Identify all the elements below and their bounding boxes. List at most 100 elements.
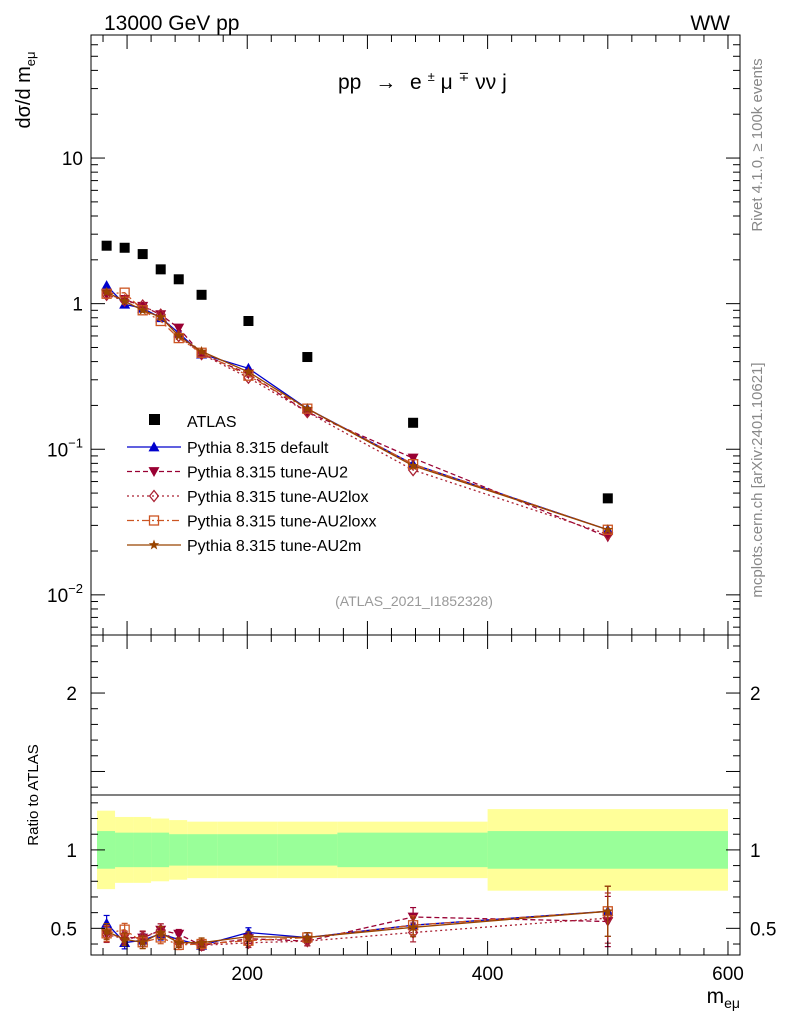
- series-line: [106, 293, 609, 538]
- series-point: [602, 524, 614, 535]
- series-line: [106, 292, 609, 531]
- atlas-data-point: [173, 274, 184, 285]
- ratio-series-point: [101, 925, 112, 936]
- legend-marker: [148, 467, 160, 477]
- process-base: pp: [338, 71, 361, 94]
- atlas-data-point: [302, 352, 313, 363]
- ratio-band-inner: [97, 831, 116, 869]
- ratio-series-point: [137, 936, 148, 947]
- series-line: [106, 291, 609, 531]
- series-point: [602, 527, 614, 541]
- series-point: [119, 294, 130, 308]
- legend-label-atlas: ATLAS: [187, 414, 237, 431]
- ratio-band-inner: [169, 834, 188, 866]
- main-y-tick-label: 10: [62, 149, 83, 170]
- ratio-series-line: [106, 916, 608, 947]
- legend-marker: [148, 489, 160, 503]
- series-point: [155, 311, 166, 322]
- ratio-y-tick-label-left: 2: [66, 684, 77, 705]
- analysis-label: (ATLAS_2021_I1852328): [335, 593, 493, 609]
- legend-label: Pythia 8.315 tune-AU2: [187, 465, 348, 482]
- series-point: [407, 453, 419, 464]
- x-tick-label: 400: [472, 964, 504, 985]
- ratio-band-inner: [133, 832, 152, 868]
- x-axis-label-main: m: [707, 985, 725, 1008]
- process-e: e: [410, 71, 422, 94]
- x-tick-label: 200: [231, 964, 263, 985]
- legend-label: Pythia 8.315 tune-AU2m: [187, 538, 361, 555]
- ratio-panel: 0.5 0.5 1 1 2 2 200 400 600 Ratio to ATLAS: [25, 634, 776, 985]
- ratio-series-point: [119, 933, 130, 944]
- ratio-axis-ticks: 0.5 0.5 1 1 2 2 200 400 600: [51, 635, 776, 985]
- y-axis-label-main: dσ/d m: [13, 66, 35, 128]
- main-y-tick-label-exp: −2: [68, 581, 83, 596]
- legend-label: Pythia 8.315 tune-AU2lox: [187, 489, 368, 506]
- ratio-series-point: [196, 937, 207, 948]
- ratio-band-inner: [217, 834, 278, 866]
- ratio-band-inner: [277, 834, 338, 866]
- atlas-data-point: [243, 316, 254, 327]
- ratio-band-inner: [187, 834, 218, 866]
- ratio-series-point: [302, 931, 313, 942]
- series-point: [173, 323, 185, 334]
- process-rest: νν j: [475, 71, 507, 94]
- ratio-uncertainty-bands: [97, 809, 728, 891]
- ratio-series-point: [196, 938, 207, 952]
- ratio-series-point: [243, 931, 254, 942]
- legend: ATLAS Pythia 8.315 default Pythia 8.315 t…: [127, 414, 376, 555]
- series-line: [106, 294, 609, 536]
- series-point: [101, 280, 113, 291]
- legend-marker: [148, 515, 160, 526]
- ratio-y-tick-label-right: 0.5: [750, 919, 776, 940]
- ratio-series-point: [407, 925, 419, 940]
- atlas-data-point: [408, 417, 419, 428]
- legend-label: Pythia 8.315 tune-AU2loxx: [187, 514, 376, 531]
- main-y-tick-label-base: 10: [47, 440, 68, 461]
- ratio-data-layer: [101, 885, 614, 952]
- ratio-series-point: [302, 934, 313, 948]
- ratio-y-tick-label-left: 1: [66, 841, 77, 862]
- series-point: [155, 308, 166, 322]
- series-point: [243, 366, 254, 377]
- legend-marker: [148, 539, 160, 550]
- ratio-series-point: [173, 929, 185, 940]
- y-axis-label-sub: eμ: [23, 51, 38, 66]
- atlas-data-point: [137, 249, 148, 260]
- ratio-series-point: [155, 927, 166, 938]
- ratio-band-inner: [115, 832, 134, 868]
- legend-marker: [148, 441, 160, 452]
- ratio-band-inner: [337, 832, 488, 868]
- series-point: [137, 304, 148, 315]
- header-right-title: WW: [690, 12, 730, 35]
- ratio-series-point: [173, 937, 184, 948]
- atlas-data-point: [602, 493, 613, 504]
- ratio-series-point: [407, 921, 419, 932]
- main-y-tick-label-base: 10: [47, 586, 68, 607]
- atlas-data-point: [101, 240, 112, 251]
- series-point: [101, 286, 112, 297]
- atlas-data-point: [119, 242, 130, 253]
- x-axis-label-sub: eμ: [724, 995, 740, 1011]
- y-axis-label: dσ/d meμ: [13, 51, 38, 128]
- ratio-band-inner: [151, 832, 170, 868]
- series-point: [119, 295, 130, 306]
- legend-marker-atlas: [149, 414, 160, 425]
- atlas-data-point: [196, 289, 207, 300]
- ratio-y-tick-label-right: 2: [750, 684, 761, 705]
- atlas-data-point: [155, 264, 166, 275]
- mcplots-label: mcplots.cern.ch [arXiv:2401.10621]: [749, 362, 766, 597]
- series-point: [302, 403, 313, 414]
- process-arrow: →: [375, 71, 396, 94]
- series-point: [173, 330, 184, 341]
- process-mu-sup: ∓: [459, 69, 470, 84]
- rivet-version-label: Rivet 4.1.0, ≥ 100k events: [749, 58, 766, 231]
- process-e-sup: ±: [428, 69, 435, 84]
- main-data-layer: [101, 240, 614, 543]
- series-point: [602, 532, 614, 543]
- ratio-series-line: [106, 910, 608, 946]
- legend-label: Pythia 8.315 default: [187, 440, 329, 457]
- ratio-band-inner: [487, 831, 728, 869]
- header-left-title: 13000 GeV pp: [104, 12, 239, 35]
